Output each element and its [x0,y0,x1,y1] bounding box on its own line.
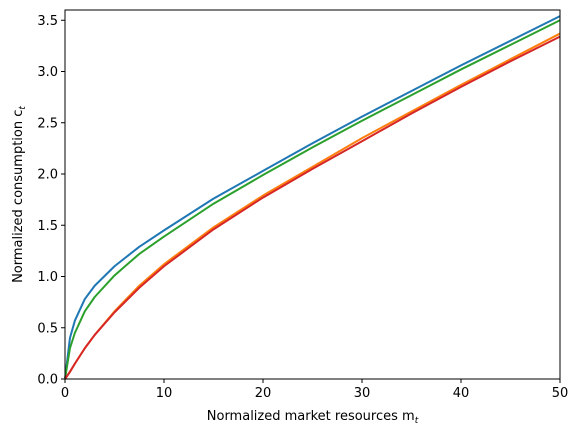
x-tick-label: 40 [453,386,470,401]
y-axis-label: Normalized consumption ct [11,106,28,283]
y-tick-label: 0.5 [37,321,58,336]
y-tick-label: 2.5 [37,116,58,131]
x-axis-label-text: Normalized market resources m [207,409,415,424]
x-tick-label: 0 [61,386,69,401]
x-tick-label: 10 [156,386,173,401]
y-tick-label: 1.0 [37,270,58,285]
y-tick-label: 2.0 [37,168,58,183]
x-tick-label: 50 [552,386,569,401]
x-axis-label-subscript: t [415,416,419,426]
series-line-1 [64,15,561,380]
series-lines [64,15,561,380]
series-line-4 [64,35,561,380]
series-line-2 [64,32,561,380]
x-tick-label: 20 [255,386,272,401]
y-tick-label: 3.0 [37,65,58,80]
y-axis-label-text: Normalized consumption c [11,110,26,283]
plot-area-frame [64,9,561,380]
y-tick-label: 0.0 [37,373,58,388]
series-line-3 [64,19,561,380]
y-tick-label: 3.5 [37,14,58,29]
y-axis-ticks: 0.0 0.5 1.0 1.5 2.0 2.5 3.0 3.5 [37,14,65,388]
x-axis-label: Normalized market resources mt [207,409,419,426]
x-axis-ticks: 0 10 20 30 40 50 [61,379,568,401]
y-axis-label-subscript: t [18,106,28,110]
y-tick-label: 1.5 [37,219,58,234]
x-tick-label: 30 [354,386,371,401]
